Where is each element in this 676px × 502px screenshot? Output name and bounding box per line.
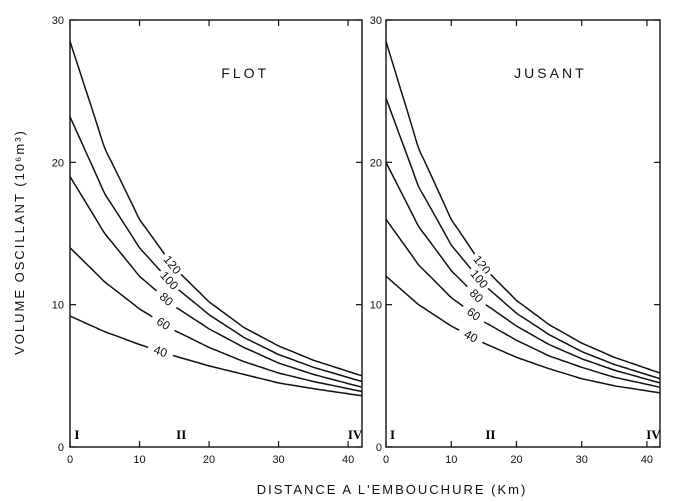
panel-title: JUSANT xyxy=(514,65,586,81)
series-line-100 xyxy=(385,98,661,380)
series-line-80 xyxy=(385,161,661,384)
y-tick-label: 30 xyxy=(370,15,382,27)
station-marker: II xyxy=(176,427,186,442)
series-label-bg xyxy=(155,265,184,295)
series-label-bg xyxy=(146,339,176,362)
series-line-120 xyxy=(385,41,661,374)
x-tick-label: 30 xyxy=(272,454,284,466)
x-tick-label: 10 xyxy=(445,454,457,466)
series-line-120 xyxy=(69,41,363,377)
x-tick-label: 30 xyxy=(576,454,588,466)
plot-frame xyxy=(69,19,363,448)
series-label-bg xyxy=(456,323,487,348)
y-tick-label: 0 xyxy=(58,442,64,454)
series-line-80 xyxy=(69,176,363,388)
station-marker: IV xyxy=(646,427,661,442)
y-tick-label: 20 xyxy=(370,157,382,169)
series-label-bg xyxy=(149,310,179,336)
station-marker: II xyxy=(485,427,495,442)
series-label-bg xyxy=(459,300,489,327)
x-tick-label: 40 xyxy=(641,454,653,466)
y-tick-label: 10 xyxy=(52,300,64,312)
series-line-100 xyxy=(69,116,363,383)
series-label-bg xyxy=(469,249,497,279)
series-line-60 xyxy=(385,218,661,388)
series-label: 40 xyxy=(152,343,169,361)
series-label-bg xyxy=(466,263,494,293)
series-label: 40 xyxy=(462,327,481,346)
y-tick-label: 20 xyxy=(52,157,64,169)
panel-title: FLOT xyxy=(221,65,269,81)
x-tick-label: 0 xyxy=(67,454,73,466)
x-tick-label: 20 xyxy=(203,454,215,466)
x-axis-label: DISTANCE A L'EMBOUCHURE (Km) xyxy=(257,482,528,497)
series-line-40 xyxy=(69,315,363,397)
station-marker: I xyxy=(390,427,395,442)
x-tick-label: 0 xyxy=(383,454,389,466)
plot-frame xyxy=(385,19,661,448)
series-line-40 xyxy=(385,275,661,394)
x-tick-label: 10 xyxy=(133,454,145,466)
x-tick-label: 20 xyxy=(510,454,522,466)
station-marker: I xyxy=(74,427,79,442)
y-tick-label: 0 xyxy=(376,442,382,454)
series-label-bg xyxy=(463,280,492,310)
y-tick-label: 10 xyxy=(370,300,382,312)
x-tick-label: 40 xyxy=(342,454,354,466)
series-line-60 xyxy=(69,247,363,393)
station-marker: IV xyxy=(348,427,363,442)
series-label-bg xyxy=(152,284,182,313)
series-label-bg xyxy=(159,249,187,279)
y-tick-label: 30 xyxy=(52,15,64,27)
y-axis-label: VOLUME OSCILLANT (10⁶m³) xyxy=(12,129,27,355)
